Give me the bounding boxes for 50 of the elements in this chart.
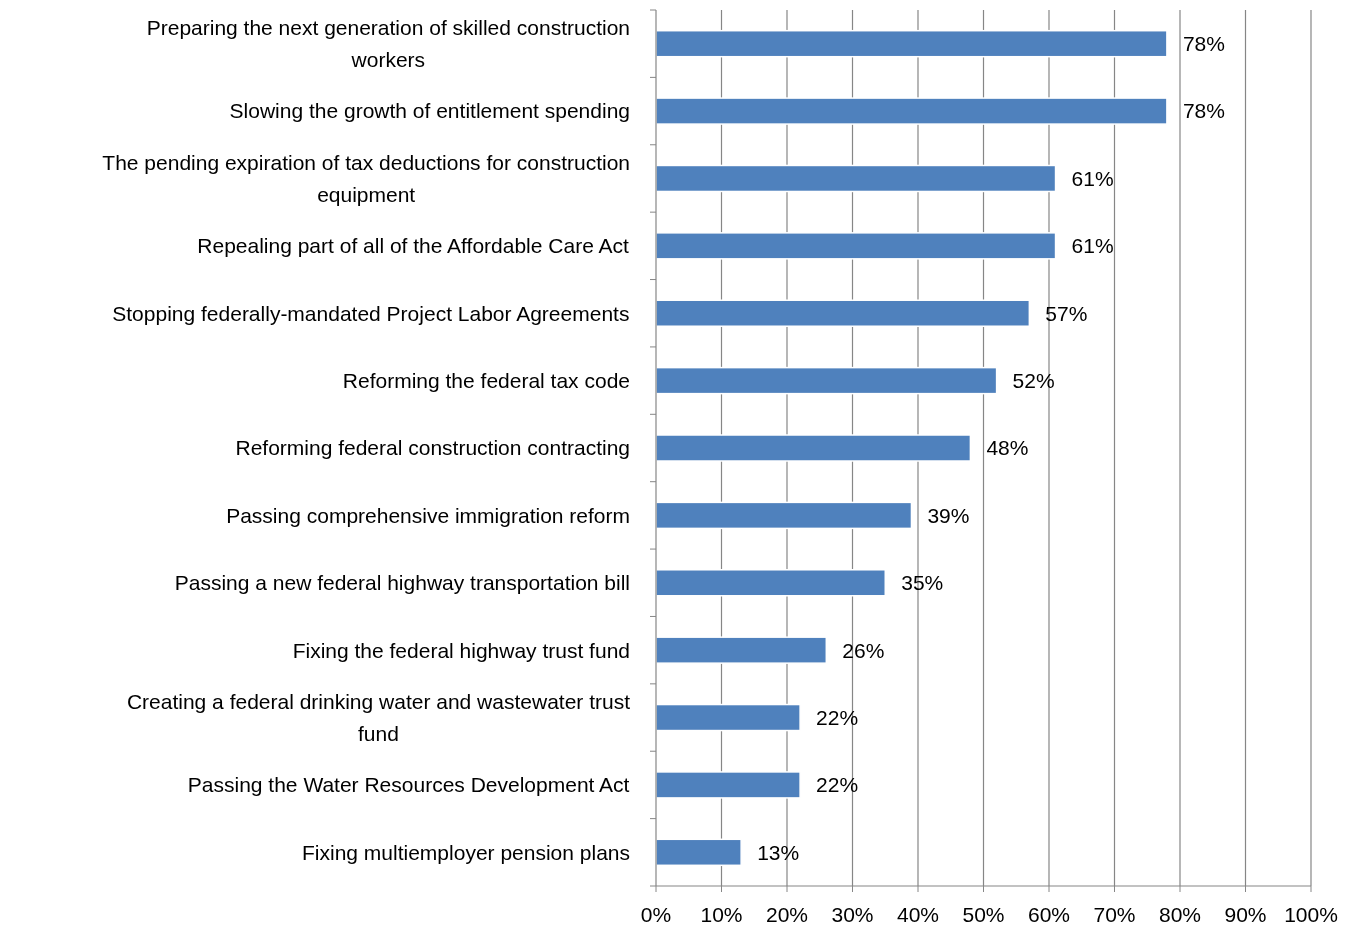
x-tick-label: 0% — [640, 903, 672, 926]
bar — [655, 29, 1168, 58]
y-tick-label: The pending expiration of tax deductions for construction equipment — [102, 150, 630, 206]
y-tick-label: Stopping federally-mandated Project Labor Agreements — [112, 301, 630, 325]
data-label: 35% — [901, 571, 944, 595]
y-tick-label: Reforming the federal tax code — [342, 368, 631, 392]
data-label: 22% — [816, 705, 859, 729]
x-tick-label: 60% — [1027, 903, 1071, 926]
data-label: 48% — [986, 436, 1029, 460]
x-tick-label: 40% — [896, 903, 940, 926]
x-tick-label: 50% — [962, 903, 1005, 926]
x-tick-label: 100% — [1284, 903, 1338, 926]
y-tick-label: Fixing the federal highway trust fund — [292, 638, 630, 662]
y-tick-label: Creating a federal drinking water and wastewater trust fund — [126, 689, 631, 745]
bar — [655, 771, 801, 799]
y-tick-label: Repealing part of all of the Affordable Care Act — [197, 234, 629, 258]
bar — [655, 232, 1057, 260]
data-label: 26% — [842, 638, 885, 662]
bar — [655, 838, 742, 867]
data-label: 61% — [1071, 234, 1114, 258]
y-tick-label: Passing a new federal highway transportation bill — [174, 571, 630, 595]
bar — [655, 366, 998, 395]
x-tick-label: 30% — [831, 903, 874, 926]
x-tick-label: 70% — [1093, 903, 1136, 926]
bar — [655, 501, 913, 530]
y-tick-label: Reforming federal construction contracting — [235, 436, 630, 460]
bar — [655, 434, 972, 462]
y-tick-label: Slowing the growth of entitlement spending — [229, 99, 630, 123]
bar — [655, 299, 1031, 327]
bar — [655, 636, 828, 664]
y-tick-label: Fixing multiemployer pension plans — [302, 840, 630, 864]
bar — [655, 164, 1057, 193]
bar — [655, 97, 1168, 125]
data-label: 13% — [757, 840, 800, 864]
bar — [655, 569, 886, 597]
y-tick-label: Passing comprehensive immigration reform — [226, 503, 630, 527]
data-label: 52% — [1012, 368, 1055, 392]
y-tick-label: Preparing the next generation of skilled construction workers — [146, 16, 630, 72]
data-label: 22% — [816, 773, 859, 797]
data-label: 61% — [1071, 166, 1114, 190]
bar — [655, 703, 801, 732]
x-tick-label: 10% — [700, 903, 743, 926]
y-tick-label: Passing the Water Resources Development Act — [187, 773, 630, 797]
data-label: 78% — [1182, 32, 1225, 56]
data-label: 78% — [1182, 99, 1225, 123]
data-label: 39% — [927, 503, 970, 527]
x-tick-label: 90% — [1224, 903, 1267, 926]
data-label: 57% — [1045, 301, 1088, 325]
x-tick-label: 20% — [765, 903, 809, 926]
x-tick-label: 80% — [1158, 903, 1202, 926]
